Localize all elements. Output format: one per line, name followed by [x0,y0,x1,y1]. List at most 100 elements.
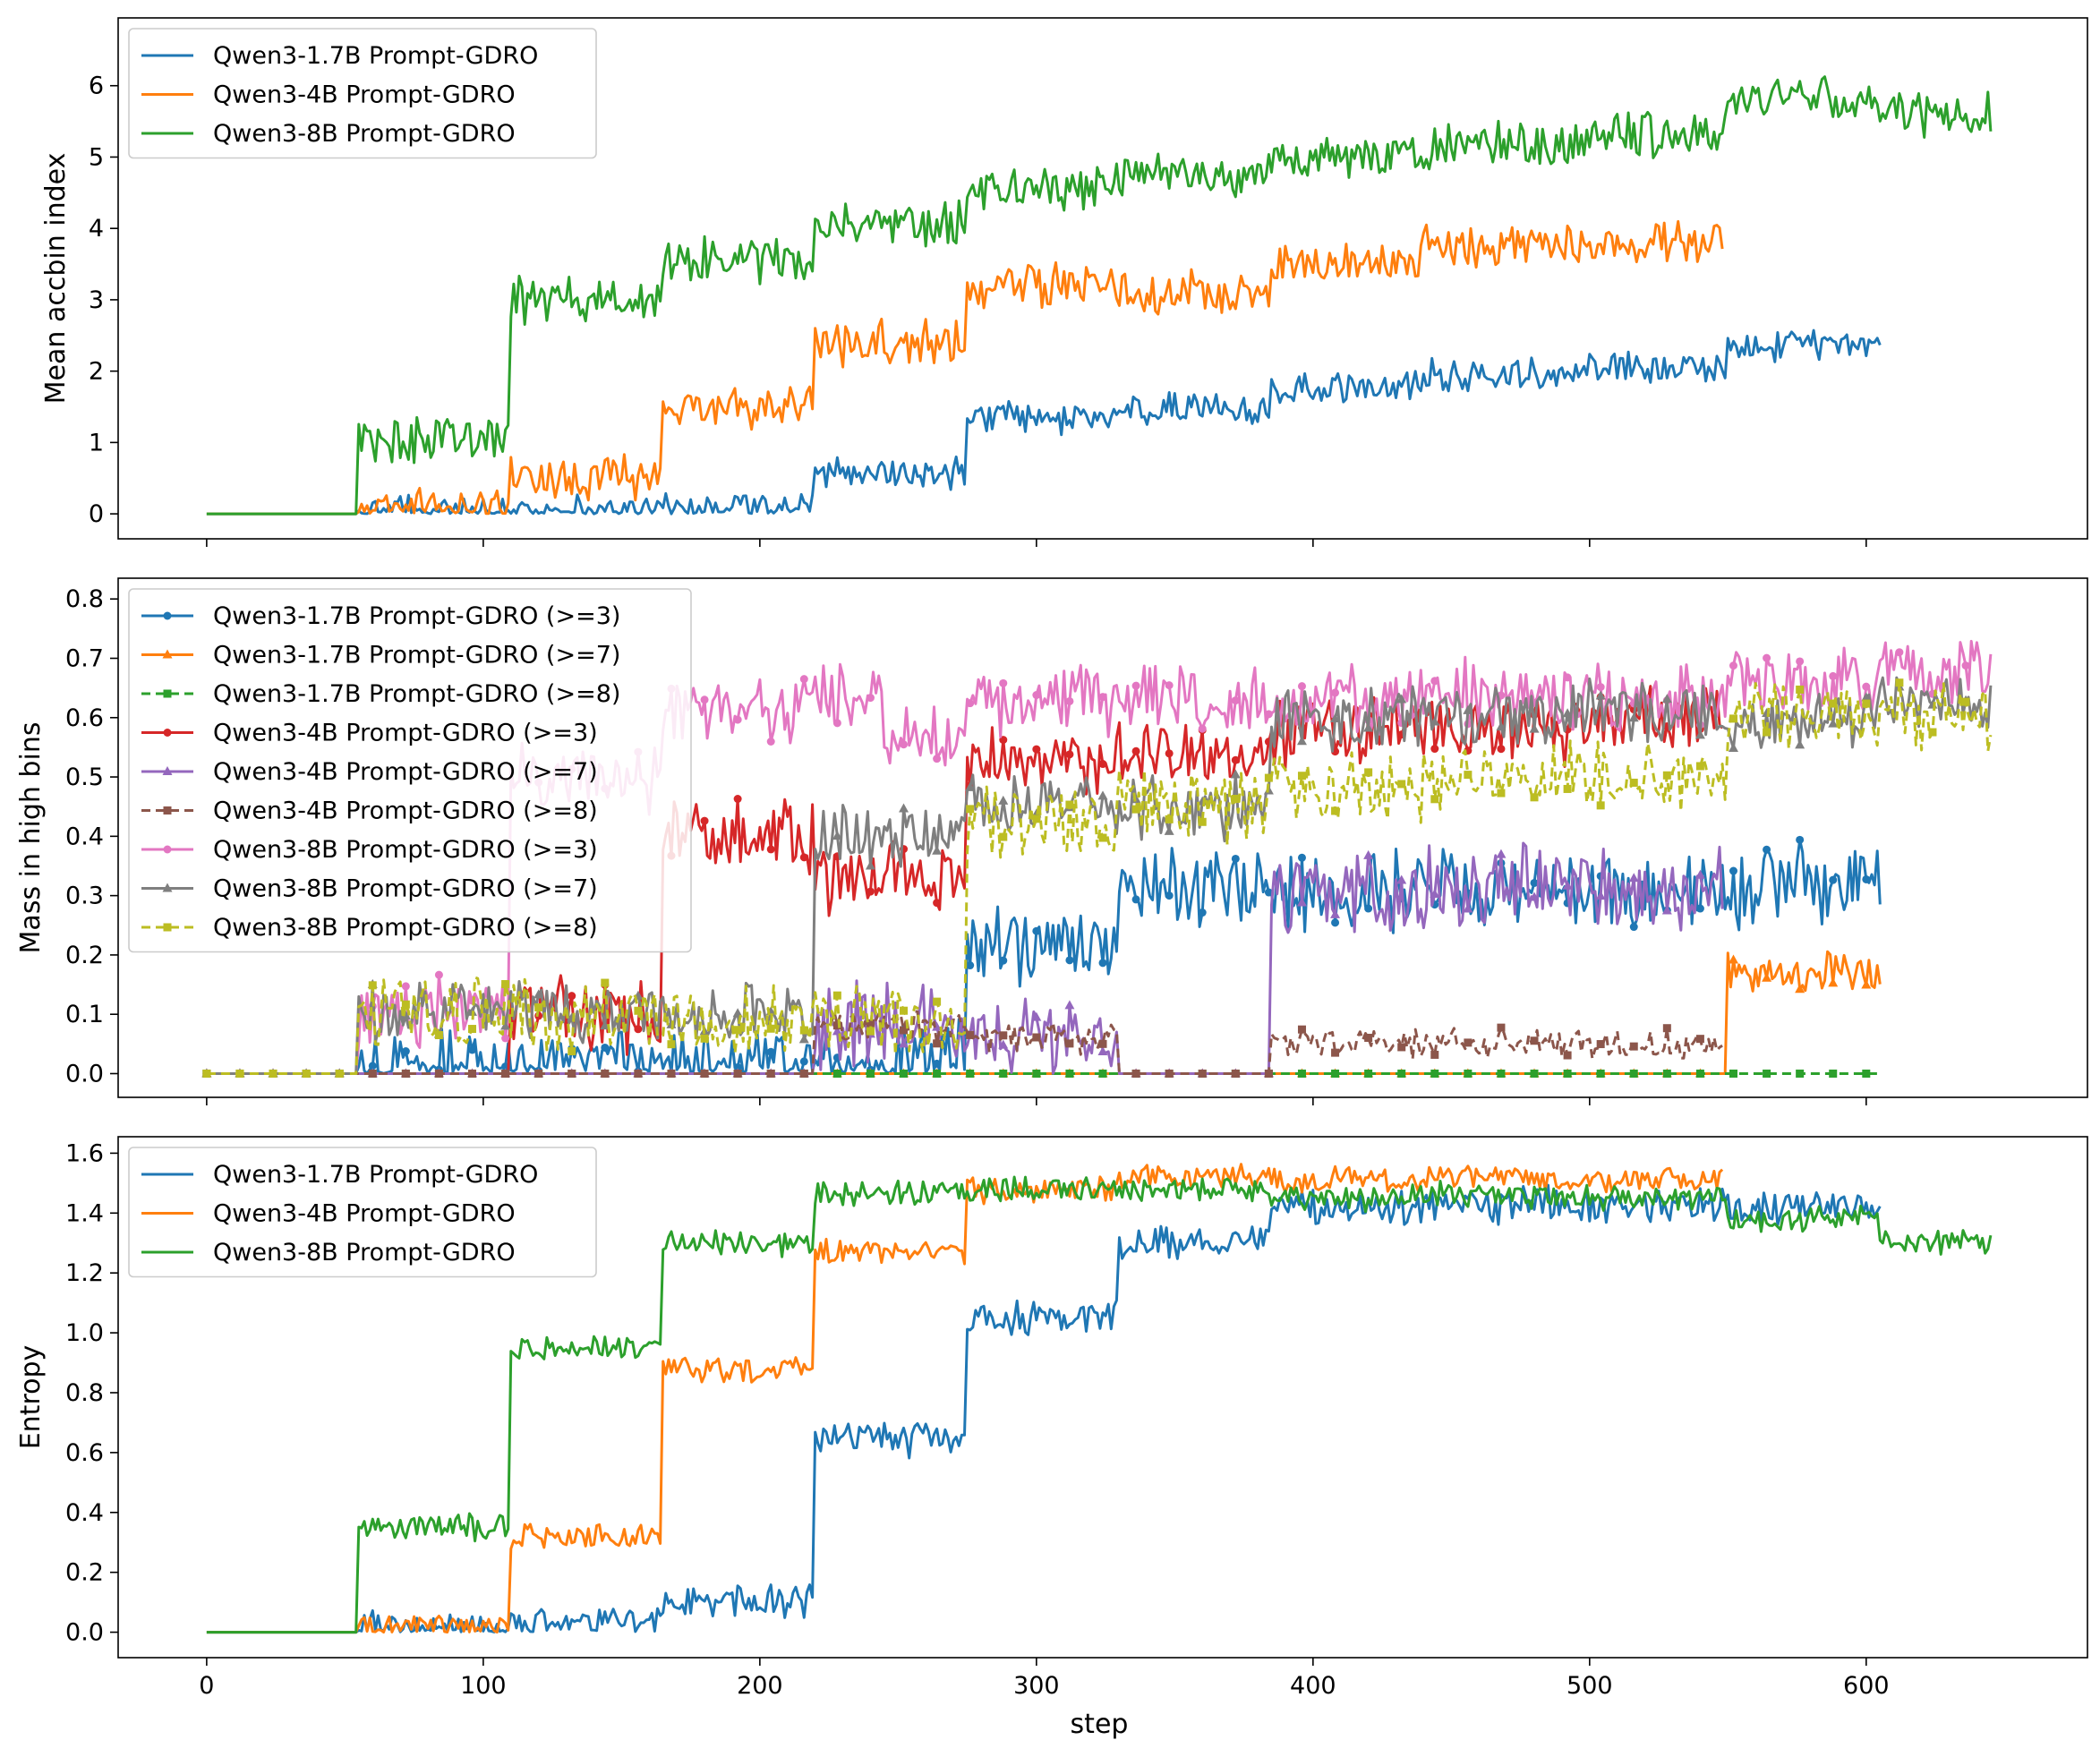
series-marker [1098,1069,1107,1078]
series-marker [1098,959,1107,968]
series-marker [1795,739,1805,749]
series-marker [799,675,808,684]
y-tick-label: 0.5 [65,763,104,791]
series-line-qwen3-4b-prompt-gdro-7- [206,841,1724,1075]
series-marker [1464,771,1473,780]
series-marker [1828,977,1839,987]
y-tick-label: 0.3 [65,883,104,910]
series-marker [1397,1069,1406,1078]
series-marker [866,887,875,896]
legend-marker [163,729,172,737]
series-marker [1330,713,1341,723]
series-marker [998,1039,1009,1049]
series-marker [335,1069,344,1078]
series-marker [1032,1033,1041,1042]
series-marker [733,1026,742,1035]
y-tick-label: 6 [89,72,104,100]
series-marker [1829,671,1838,680]
series-marker [468,1045,477,1054]
series-marker [501,1034,510,1043]
series-marker [1629,1042,1638,1051]
series-marker [1629,923,1638,932]
series-marker [732,1008,743,1018]
series-marker [1695,869,1705,879]
series-marker [1231,854,1240,863]
series-marker [999,832,1008,841]
series-marker [401,982,410,991]
x-tick-label: 400 [1290,1672,1336,1700]
series-marker [1661,905,1672,915]
series-marker [1098,693,1107,702]
series-marker [766,738,775,746]
series-marker [1064,1000,1075,1010]
series-marker [1529,723,1540,733]
chart-panels: 0 1 2 3 4 5 6 Mean accbin index Qwen3-1.7B Promp… [15,17,2088,1740]
series-marker [1563,673,1572,682]
series-marker [766,1047,775,1056]
series-marker [1397,1043,1406,1052]
series-line-qwen3-4b-prompt-gdro [206,219,1724,516]
series-marker [1464,1038,1473,1047]
series-marker [468,1025,477,1034]
series-marker [368,981,377,990]
series-marker [401,1047,410,1056]
x-tick-label: 600 [1843,1672,1890,1700]
series-group [206,75,1993,516]
legend-marker [162,766,173,775]
series-marker [1231,1069,1240,1078]
series-marker [1861,692,1872,702]
series-marker [799,1069,808,1078]
y-tick-label: 0.4 [65,1499,104,1527]
series-marker [933,1059,942,1068]
y-tick-label: 5 [89,143,104,171]
series-marker [1165,749,1174,758]
series-marker [733,795,742,804]
series-marker [1662,771,1671,780]
series-marker [700,695,709,704]
series-marker [1562,880,1573,890]
series-marker [1729,661,1737,670]
series-marker [1198,908,1207,917]
series-marker [1595,891,1606,900]
series-marker [534,989,544,999]
series-marker [733,715,742,724]
series-marker [1729,1069,1737,1078]
series-marker [1065,750,1074,759]
series-marker [1796,835,1805,844]
series-marker [1032,745,1041,754]
series-marker [1961,697,1970,706]
series-marker [501,1069,510,1078]
series-marker [1828,718,1839,728]
series-marker [965,781,976,791]
series-marker [1065,956,1074,965]
legend-label: Qwen3-4B Prompt-GDRO (>=8) [213,797,598,825]
series-marker [1198,724,1207,733]
series-marker [966,699,975,708]
series-marker [1497,1023,1506,1032]
axes-frame [117,577,2088,1098]
series-marker [1862,1069,1871,1078]
y-tick-label: 0.8 [65,1379,104,1407]
series-marker [1530,1069,1539,1078]
series-marker [601,1043,610,1052]
series-marker [1529,891,1540,901]
y-tick-label: 0.7 [65,644,104,672]
series-marker [1198,1069,1207,1078]
series-marker [933,899,942,908]
series-marker [798,1034,809,1044]
series-marker [1264,773,1273,782]
series-marker [634,1069,643,1078]
series-marker [1595,690,1606,700]
series-marker [568,1047,576,1056]
series-marker [1165,681,1174,690]
series-marker [1065,1039,1074,1048]
series-marker [1364,1069,1373,1078]
series-marker [1497,789,1506,797]
series-marker [1364,1033,1373,1042]
series-marker [1928,728,1937,737]
series-marker [269,1069,277,1078]
series-marker [1430,795,1439,804]
series-marker [1496,849,1507,858]
legend: Qwen3-1.7B Prompt-GDRO Qwen3-4B Prompt-GD… [128,28,597,159]
